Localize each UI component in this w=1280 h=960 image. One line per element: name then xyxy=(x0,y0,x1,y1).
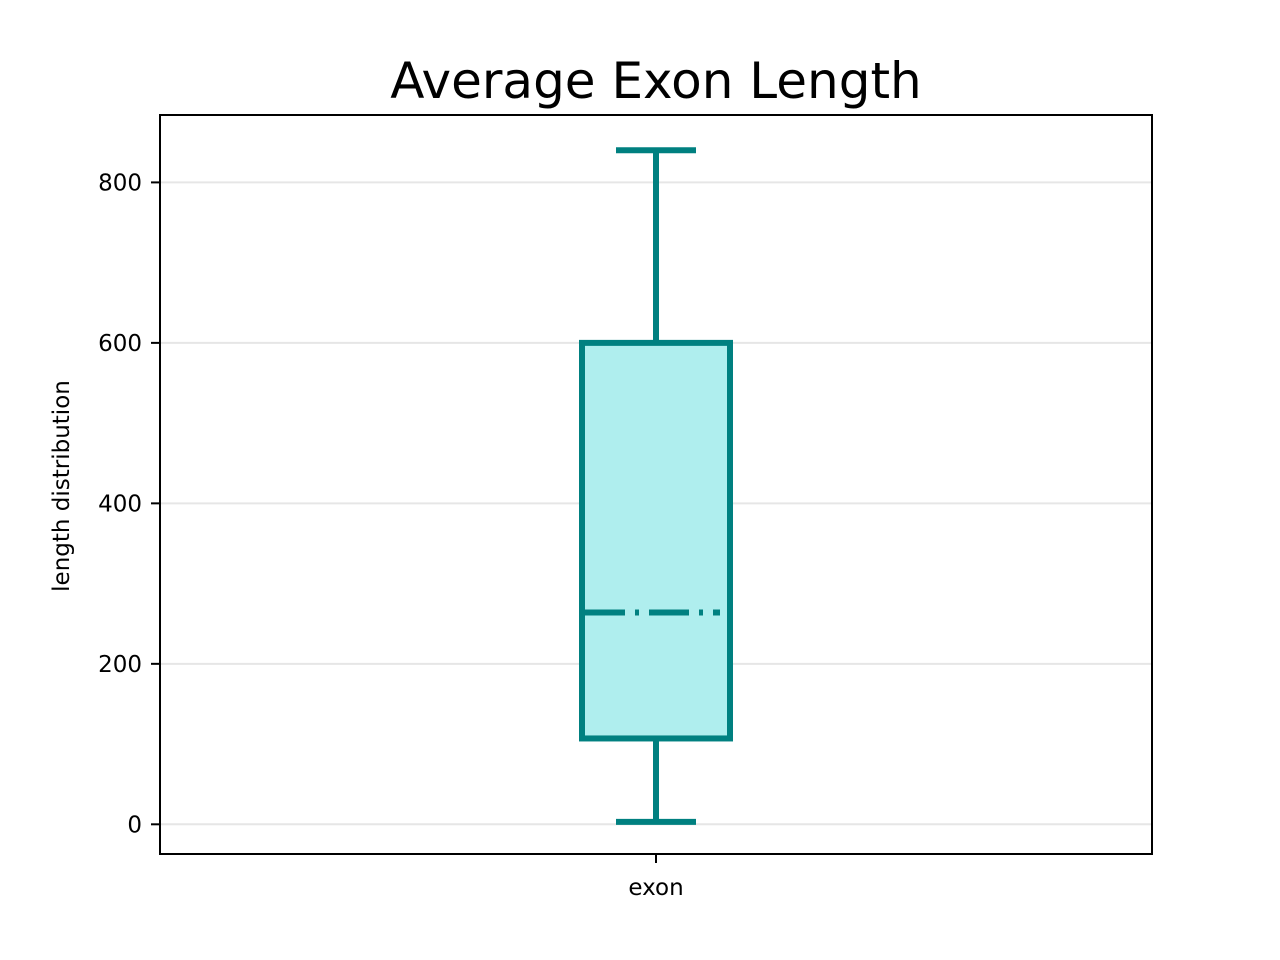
y-tick-label: 800 xyxy=(98,170,142,196)
y-axis: 0 200 400 600 800 xyxy=(98,170,160,838)
y-tick-label: 600 xyxy=(98,331,142,357)
y-tick-label: 0 xyxy=(127,812,142,838)
y-tick-label: 200 xyxy=(98,652,142,678)
y-tick-label: 400 xyxy=(98,491,142,517)
box-group xyxy=(579,147,733,825)
y-axis-label: length distribution xyxy=(49,380,75,592)
iqr-box xyxy=(579,339,733,742)
x-axis: exon xyxy=(628,854,684,901)
chart-title: Average Exon Length xyxy=(390,52,922,110)
x-tick-label: exon xyxy=(628,875,683,901)
